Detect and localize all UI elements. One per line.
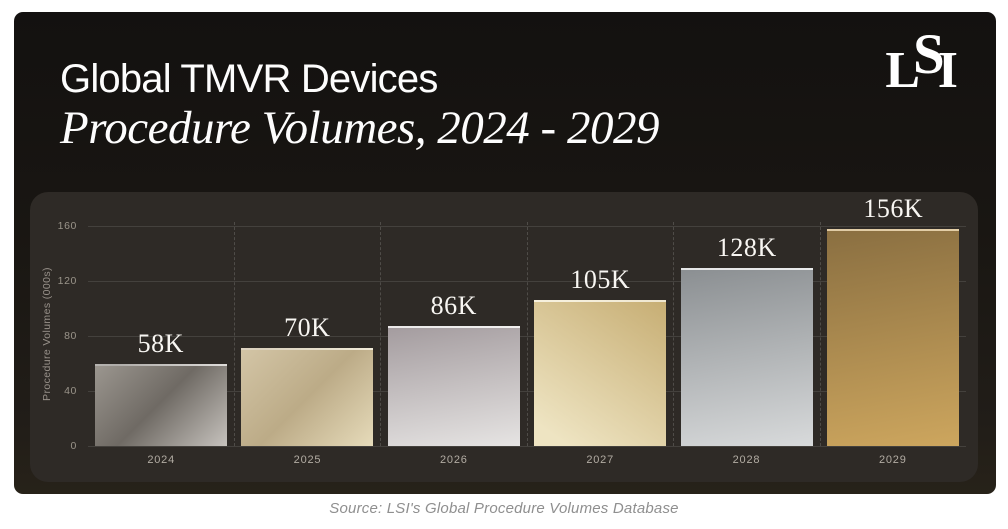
header: Global TMVR Devices Procedure Volumes, 2… xyxy=(60,56,659,154)
y-tick-label: 0 xyxy=(70,440,77,452)
bar-value-label: 105K xyxy=(570,265,631,294)
y-axis-title: Procedure Volumes (000s) xyxy=(41,267,53,401)
y-tick-label: 40 xyxy=(64,385,77,397)
bar-2025 xyxy=(241,348,374,446)
gridline xyxy=(88,281,966,282)
gridline xyxy=(88,336,966,337)
lsi-logo-letter-l: L xyxy=(885,42,921,99)
x-tick-label: 2024 xyxy=(147,454,175,466)
chart-cell-2024: 58K xyxy=(88,222,235,446)
gridline xyxy=(88,391,966,392)
bar-2026 xyxy=(387,326,520,446)
plot-area: 0 40 80 120 160 58K 70K 86K 105K 128K 156K xyxy=(58,194,967,452)
bar-2028 xyxy=(680,268,813,446)
gridline xyxy=(88,446,966,447)
bar-value-label: 70K xyxy=(284,313,331,342)
y-tick-label: 120 xyxy=(57,275,77,287)
bar-value-label: 58K xyxy=(137,329,184,358)
infographic-card: Global TMVR Devices Procedure Volumes, 2… xyxy=(14,12,996,494)
chart-cell-2026: 86K xyxy=(381,222,528,446)
gridline xyxy=(88,226,966,227)
lsi-logo-letter-s: S xyxy=(913,23,945,86)
bar-cells: 58K 70K 86K 105K 128K 156K xyxy=(88,194,967,446)
x-tick-label: 2025 xyxy=(293,454,322,466)
x-axis-labels: 2024 2025 2026 2027 2028 2029 xyxy=(88,454,966,466)
lsi-logo-letter-i: I xyxy=(937,42,958,99)
chart-panel: Procedure Volumes (000s) 0 40 80 120 160 58K… xyxy=(30,192,978,482)
chart-cell-2025: 70K xyxy=(235,222,381,446)
y-tick-label: 160 xyxy=(57,220,77,232)
lsi-logo: LSI xyxy=(885,23,958,101)
bar-2029 xyxy=(827,229,960,446)
chart-cell-2027: 105K xyxy=(528,222,674,446)
bar-value-label: 128K xyxy=(716,233,777,262)
y-tick-label: 80 xyxy=(64,330,77,342)
x-tick-label: 2028 xyxy=(732,454,761,466)
page-subtitle: Procedure Volumes, 2024 - 2029 xyxy=(60,102,659,154)
page-title: Global TMVR Devices xyxy=(60,57,438,101)
chart-cell-2029: 156K xyxy=(821,194,967,446)
x-tick-label: 2029 xyxy=(878,454,907,466)
bar-2024 xyxy=(94,364,227,446)
chart-cell-2028: 128K xyxy=(674,222,821,446)
bar-2027 xyxy=(534,300,667,446)
x-tick-label: 2026 xyxy=(439,454,468,466)
source-text: Source: LSI's Global Procedure Volumes D… xyxy=(329,500,679,517)
bar-value-label: 156K xyxy=(863,194,924,223)
bar-value-label: 86K xyxy=(430,291,477,320)
x-tick-label: 2027 xyxy=(586,454,614,466)
